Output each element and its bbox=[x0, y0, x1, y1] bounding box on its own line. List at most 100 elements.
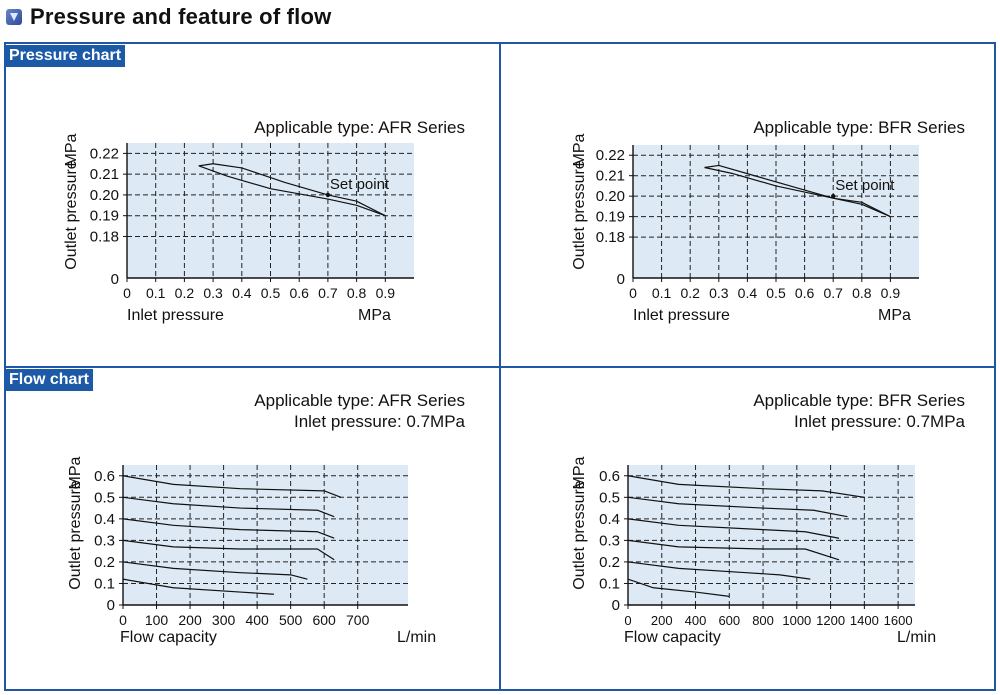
chart-flow-bfr: 0 200 400 600 800 1000 1200 1400 1600 0 0.1 0.2 0.3 0… bbox=[571, 391, 966, 646]
series-line bbox=[122, 475, 342, 498]
y-tick-label: 0.3 bbox=[94, 532, 115, 549]
x-tick-label: 0.4 bbox=[232, 285, 252, 301]
y-tick-label: 0 bbox=[107, 597, 115, 614]
series-line bbox=[627, 561, 811, 580]
y-axis-label: Outlet pressure bbox=[571, 160, 588, 269]
page-title: Pressure and feature of flow bbox=[30, 4, 332, 29]
x-tick-label: 400 bbox=[685, 613, 707, 628]
x-tick-label: 200 bbox=[178, 612, 202, 628]
set-point-marker bbox=[325, 192, 331, 198]
x-tick-label: 1600 bbox=[884, 613, 913, 628]
series-line bbox=[122, 561, 308, 580]
y-tick-label: 0.5 bbox=[599, 489, 620, 506]
y-zero-label: 0 bbox=[617, 271, 625, 288]
x-tick-label: 700 bbox=[346, 612, 370, 628]
series-line bbox=[122, 518, 335, 539]
y-axis-unit: MPa bbox=[571, 133, 588, 166]
plot-area bbox=[628, 465, 915, 605]
y-axis-label: Outlet pressure bbox=[67, 480, 84, 589]
x-tick-label: 0 bbox=[123, 285, 131, 301]
x-tick-label: 0.6 bbox=[289, 285, 309, 301]
chart-subtitle: Applicable type: AFR Series bbox=[254, 118, 465, 137]
plot-area bbox=[123, 465, 408, 605]
chart-flow-afr: 0 100 200 300 400 500 600 700 0 0.1 0.2 0.3 0.4 0.5 0.… bbox=[67, 391, 466, 646]
y-axis-unit: MPa bbox=[63, 133, 80, 166]
x-axis-label: Inlet pressure bbox=[633, 307, 730, 324]
chart-subtitle: Applicable type: AFR Series bbox=[254, 391, 465, 410]
y-axis-label: Outlet pressure bbox=[571, 480, 588, 589]
x-tick-label: 0 bbox=[119, 612, 127, 628]
x-tick-label: 600 bbox=[312, 612, 336, 628]
y-tick-label: 0.1 bbox=[94, 575, 115, 592]
y-tick-label: 0.6 bbox=[599, 468, 620, 485]
x-tick-label: 0.3 bbox=[203, 285, 223, 301]
y-tick-label: 0.22 bbox=[90, 145, 119, 162]
set-point-label: Set point bbox=[835, 177, 895, 194]
chart-pressure-afr: 0 0.1 0.2 0.3 0.4 0.5 0.6 0.7 0.8 0.9 0.18 0.19 0.20… bbox=[63, 118, 465, 324]
x-axis-label: Inlet pressure bbox=[127, 307, 224, 324]
y-tick-label: 0.22 bbox=[596, 147, 625, 164]
y-tick-label: 0.18 bbox=[596, 229, 625, 246]
x-tick-label: 500 bbox=[279, 612, 303, 628]
y-tick-label: 0.6 bbox=[94, 468, 115, 485]
x-tick-label: 1000 bbox=[782, 613, 811, 628]
y-tick-label: 0.4 bbox=[94, 511, 115, 528]
x-tick-label: 0 bbox=[624, 613, 631, 628]
series-line bbox=[627, 496, 848, 518]
series-line bbox=[627, 518, 840, 539]
x-tick-label: 0.7 bbox=[823, 285, 843, 301]
y-tick-label: 0.18 bbox=[90, 228, 119, 245]
y-zero-label: 0 bbox=[111, 271, 119, 288]
x-tick-label: 0.5 bbox=[261, 285, 281, 301]
x-tick-label: 0.5 bbox=[766, 285, 786, 301]
x-tick-label: 400 bbox=[245, 612, 269, 628]
y-tick-label: 0.20 bbox=[596, 188, 625, 205]
x-tick-label: 0.2 bbox=[680, 285, 700, 301]
x-axis-unit: MPa bbox=[878, 307, 911, 324]
x-axis-unit: L/min bbox=[897, 629, 936, 646]
x-axis-unit: MPa bbox=[358, 307, 391, 324]
series-line bbox=[122, 496, 335, 518]
set-point-marker bbox=[831, 193, 836, 199]
x-axis-label: Flow capacity bbox=[624, 629, 721, 646]
series-line bbox=[704, 166, 891, 218]
x-tick-label: 800 bbox=[752, 613, 774, 628]
x-tick-label: 0.4 bbox=[738, 285, 758, 301]
y-tick-label: 0.2 bbox=[94, 554, 115, 571]
x-tick-label: 0.1 bbox=[652, 285, 672, 301]
y-tick-label: 0 bbox=[612, 597, 620, 614]
y-tick-label: 0.4 bbox=[599, 511, 620, 528]
y-axis-label: Outlet pressure bbox=[63, 160, 80, 269]
y-axis-unit: MPa bbox=[571, 456, 588, 489]
chart-pressure-bfr: 0 0.1 0.2 0.3 0.4 0.5 0.6 0.7 0.8 0.9 0.18 0.19 0.20… bbox=[571, 118, 965, 324]
series-line bbox=[627, 539, 840, 561]
y-tick-label: 0.5 bbox=[94, 489, 115, 506]
triangle-bullet-icon bbox=[6, 9, 22, 25]
y-tick-label: 0.3 bbox=[599, 532, 620, 549]
series-line bbox=[627, 578, 730, 597]
y-tick-label: 0.2 bbox=[599, 554, 620, 571]
x-axis-label: Flow capacity bbox=[120, 629, 217, 646]
x-tick-label: 0.6 bbox=[795, 285, 815, 301]
set-point-label: Set point bbox=[330, 176, 390, 193]
y-tick-label: 0.1 bbox=[599, 575, 620, 592]
x-tick-label: 0.2 bbox=[175, 285, 195, 301]
x-tick-label: 200 bbox=[651, 613, 673, 628]
y-tick-label: 0.19 bbox=[90, 208, 119, 225]
horizontal-divider bbox=[4, 366, 996, 368]
y-tick-label: 0.21 bbox=[596, 168, 625, 185]
x-tick-label: 0.9 bbox=[881, 285, 901, 301]
y-tick-label: 0.19 bbox=[596, 209, 625, 226]
y-axis-unit: MPa bbox=[67, 456, 84, 489]
flow-chart-label: Flow chart bbox=[5, 369, 94, 391]
chart-subtitle: Applicable type: BFR Series bbox=[753, 118, 965, 137]
x-tick-label: 1200 bbox=[816, 613, 845, 628]
x-axis-unit: L/min bbox=[397, 629, 436, 646]
series-line bbox=[627, 475, 865, 498]
series-line bbox=[198, 165, 386, 217]
series-line bbox=[198, 163, 386, 217]
x-tick-label: 0 bbox=[629, 285, 637, 301]
chart-subtitle: Inlet pressure: 0.7MPa bbox=[794, 412, 966, 431]
x-tick-label: 0.8 bbox=[347, 285, 367, 301]
x-tick-label: 100 bbox=[145, 612, 169, 628]
